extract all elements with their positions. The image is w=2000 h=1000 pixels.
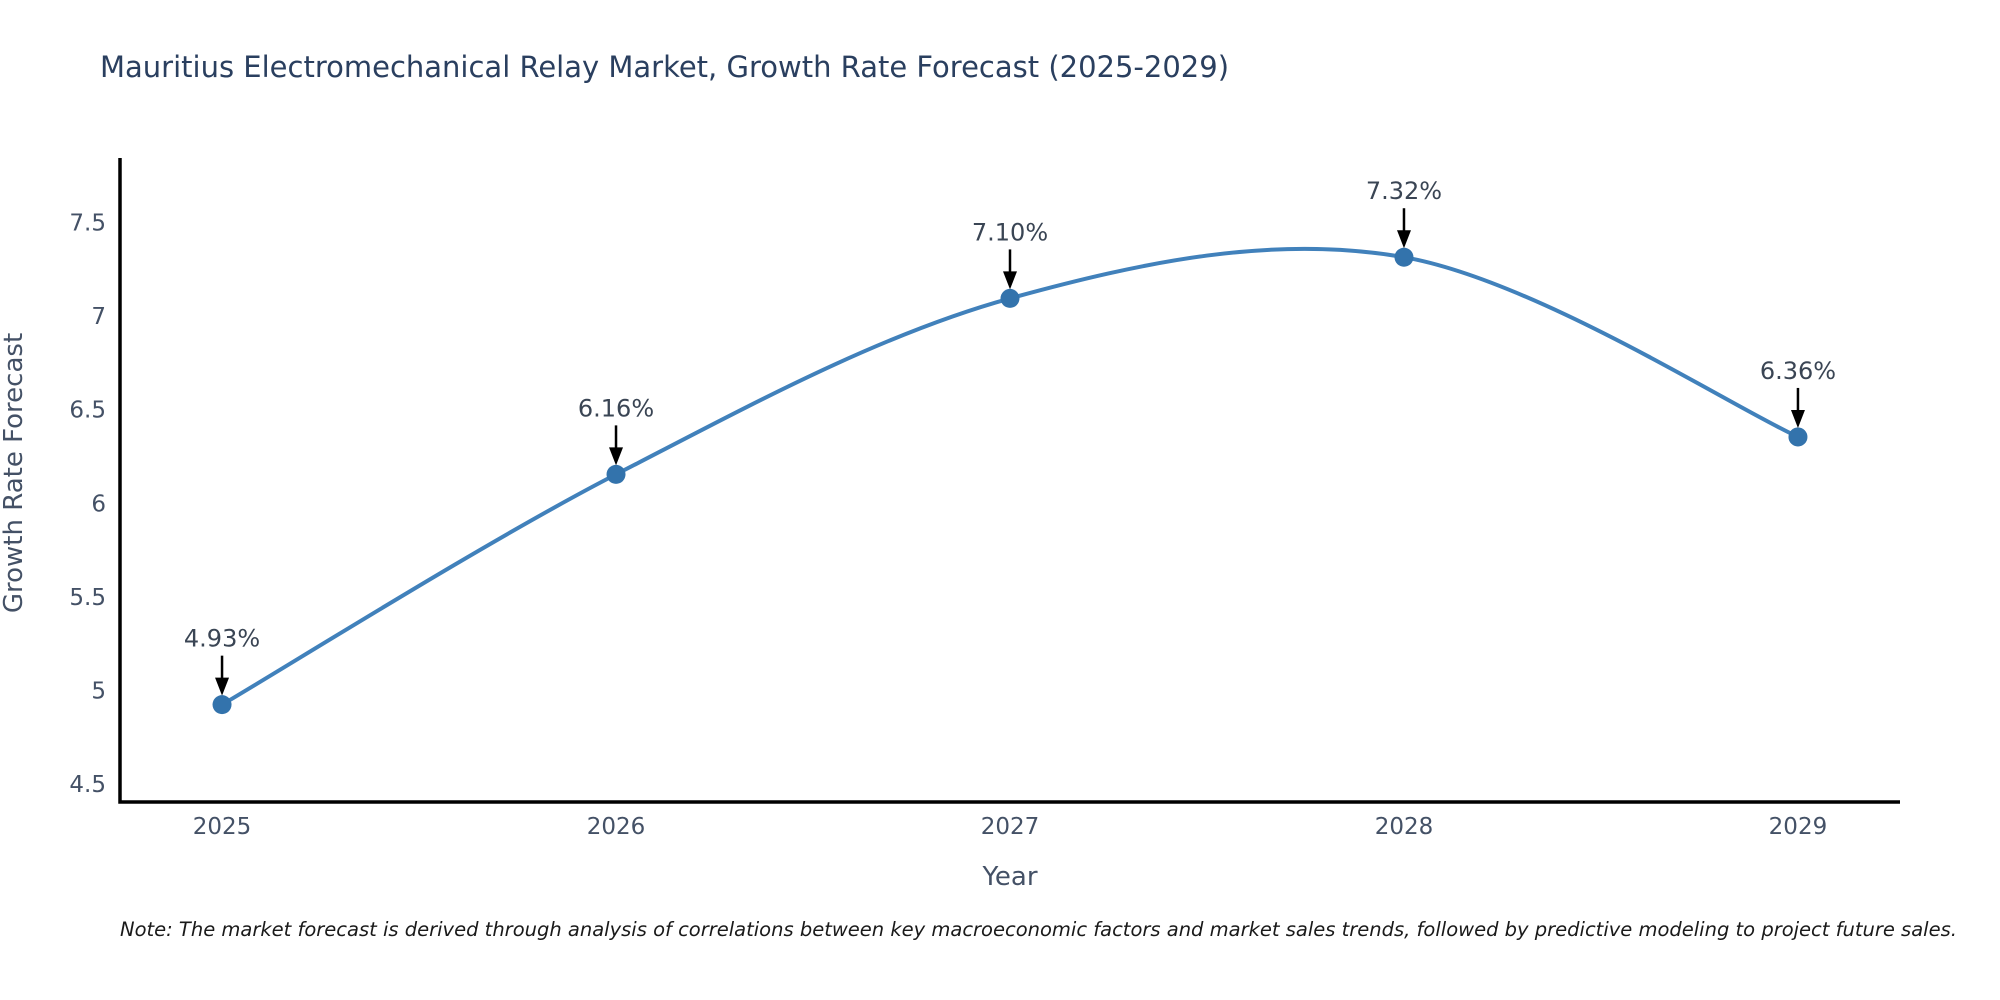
y-tick-label: 7 (91, 304, 106, 330)
y-tick-label: 7.5 (69, 211, 106, 237)
data-point-marker (1394, 247, 1414, 267)
chart-title: Mauritius Electromechanical Relay Market… (100, 50, 1230, 84)
annotation-arrowhead (1396, 230, 1411, 249)
y-tick-label: 6.5 (69, 398, 106, 424)
data-point-label: 6.16% (578, 394, 654, 422)
axis-lines (118, 158, 1900, 804)
annotation-arrowhead (1790, 409, 1805, 428)
x-tick-label: 2028 (1375, 814, 1434, 840)
data-point-label: 6.36% (1760, 357, 1836, 385)
x-tick-label: 2029 (1769, 814, 1828, 840)
annotation-arrowhead (1003, 271, 1017, 290)
data-point-label: 4.93% (184, 625, 260, 653)
y-tick-label: 5.5 (69, 585, 106, 611)
x-tick-label: 2027 (981, 814, 1040, 840)
x-tick-label: 2025 (193, 814, 252, 840)
data-point-marker (212, 695, 232, 715)
trend-line (221, 246, 1799, 707)
data-point-marker (1788, 427, 1808, 447)
data-point-marker (606, 464, 626, 484)
data-point-label: 7.10% (972, 218, 1048, 246)
data-point-marker (1000, 288, 1020, 308)
y-tick-label: 6 (91, 491, 106, 517)
y-tick-label: 5 (91, 679, 106, 705)
footnote: Note: The market forecast is derived thr… (120, 918, 1957, 941)
annotation-arrowhead (609, 447, 624, 466)
y-tick-label: 4.5 (69, 772, 106, 798)
x-tick-label: 2026 (587, 814, 646, 840)
annotation-arrowhead (215, 677, 230, 696)
data-point-label: 7.32% (1366, 177, 1442, 205)
x-axis-title: Year (982, 862, 1038, 892)
